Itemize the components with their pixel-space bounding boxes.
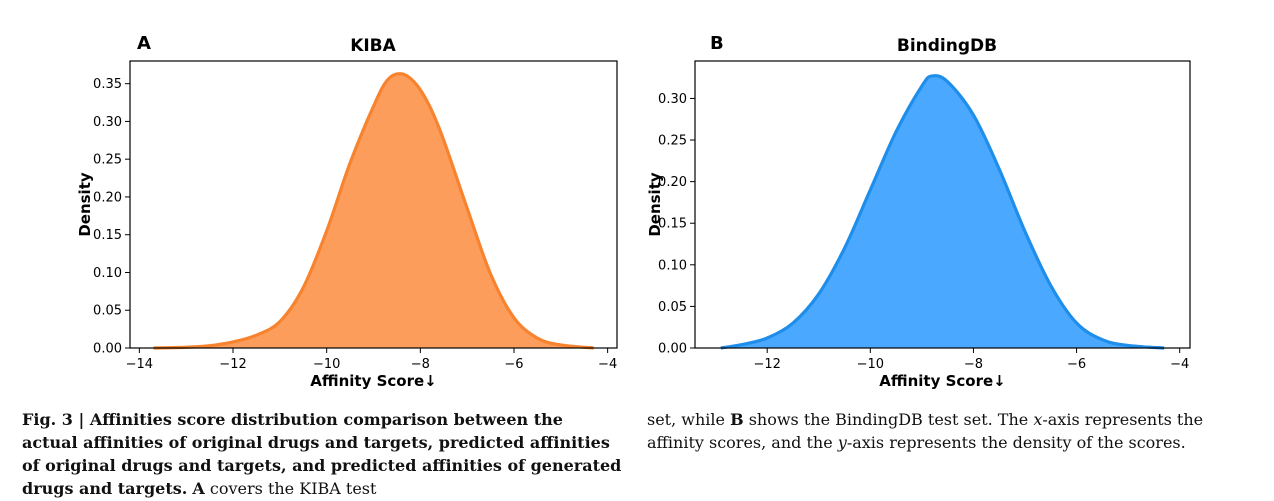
figure-caption-left: Fig. 3 | Affinities score distribution c… — [22, 408, 622, 500]
caption-text: -axis represents the density of the scor… — [846, 433, 1186, 452]
caption-title: Fig. 3 | Affinities score distribution c… — [22, 410, 622, 498]
y-tick-label: 0.00 — [658, 342, 687, 357]
x-tick-label: −12 — [753, 357, 780, 372]
y-tick-label: 0.05 — [93, 304, 122, 319]
caption-text: set, while — [647, 410, 731, 429]
y-tick-label: 0.30 — [658, 92, 687, 107]
y-tick-label: 0.15 — [93, 228, 122, 243]
caption-ref-b: B — [730, 410, 744, 429]
y-tick-label: 0.35 — [93, 77, 122, 92]
x-tick-label: −6 — [1067, 357, 1086, 372]
y-axis-label: Density — [646, 172, 664, 237]
panel-bindingdb: −12 −10 −8 −6 −4 0.00 0.05 0.10 0.15 0.20 0.25 0.30… — [646, 33, 1191, 390]
caption-text: shows the BindingDB test set. The — [743, 410, 1034, 429]
figure: −14 −12 −10 −8 −6 −4 0.00 0.05 0.10 0.15 0.20 0.25 0… — [76, 33, 1191, 390]
y-tick-label: 0.20 — [658, 175, 687, 190]
plot-frame — [694, 60, 1191, 349]
density-line — [720, 74, 1165, 350]
x-tick-label: −6 — [504, 357, 523, 372]
y-tick-label: 0.25 — [658, 134, 687, 149]
panel-label: A — [137, 33, 151, 54]
panel-label: B — [710, 33, 724, 54]
x-axis-label: Affinity Score↓ — [310, 372, 436, 390]
y-axis-label: Density — [76, 172, 94, 237]
y-tick-label: 0.00 — [93, 342, 122, 357]
caption-text: -axis represents the affinity scores, an… — [647, 410, 1204, 452]
x-tick-label: −10 — [857, 357, 884, 372]
y-tick-label: 0.25 — [93, 153, 122, 168]
x-tick-label: −14 — [126, 357, 153, 372]
y-tick-label: 0.15 — [658, 217, 687, 232]
density-area — [153, 73, 594, 348]
y-tick-label: 0.30 — [93, 115, 122, 130]
caption-ref-a: A — [192, 479, 205, 498]
x-tick-label: −10 — [313, 357, 340, 372]
x-tick-label: −8 — [964, 357, 983, 372]
density-line — [153, 72, 594, 350]
x-tick-label: −4 — [1170, 357, 1189, 372]
y-tick-label: 0.10 — [93, 266, 122, 281]
x-axis-label: Affinity Score↓ — [879, 372, 1005, 390]
caption-y-italic: y — [837, 433, 847, 452]
figure-caption-right: set, while B shows the BindingDB test se… — [647, 408, 1257, 454]
x-tick-label: −12 — [219, 357, 246, 372]
plot-frame — [129, 60, 618, 349]
chart-title: KIBA — [350, 36, 396, 56]
caption-x-italic: x — [1033, 410, 1043, 429]
y-tick-label: 0.05 — [658, 300, 687, 315]
y-tick-label: 0.10 — [658, 258, 687, 273]
density-area — [720, 75, 1165, 348]
panel-kiba: −14 −12 −10 −8 −6 −4 0.00 0.05 0.10 0.15 0.20 0.25 0… — [76, 33, 618, 390]
y-tick-label: 0.20 — [93, 190, 122, 205]
x-tick-label: −8 — [411, 357, 430, 372]
x-tick-label: −4 — [598, 357, 617, 372]
chart-title: BindingDB — [897, 36, 997, 56]
caption-text: covers the KIBA test — [204, 479, 377, 498]
